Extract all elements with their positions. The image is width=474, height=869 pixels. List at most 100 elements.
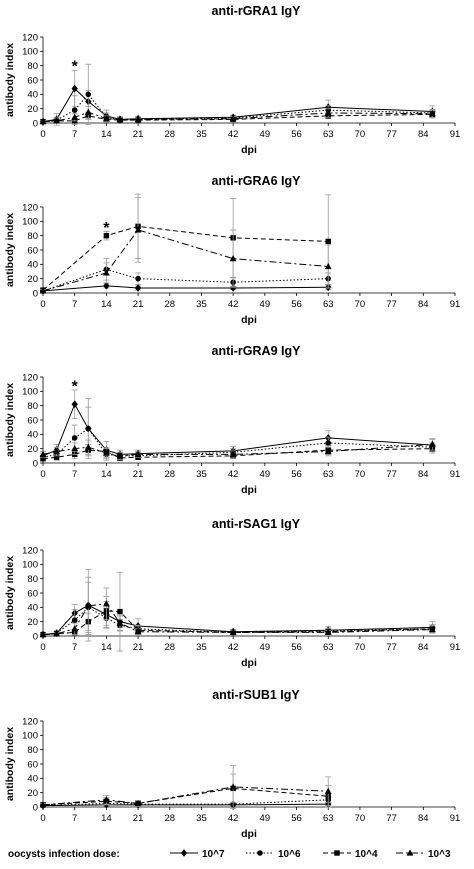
x-tick-label: 0 (40, 299, 45, 310)
y-axis-label: antibody index (4, 43, 16, 117)
chart-panel-3: anti-rGRA9 IgY 0 20 40 60 80 100 120 0 7 14 21 28 35 4… (4, 344, 460, 496)
data-point (39, 450, 47, 457)
series-line (42, 443, 433, 457)
y-tick-label: 80 (27, 574, 38, 585)
y-tick-label: 20 (27, 104, 38, 115)
y-tick-label: 40 (27, 90, 38, 101)
legend-entry: 10^4 (323, 849, 378, 860)
y-tick-label: 0 (33, 802, 38, 813)
legend-label: 10^3 (428, 849, 451, 860)
y-axis-label: antibody index (4, 383, 16, 457)
series-circle (40, 406, 436, 461)
y-tick-label: 120 (22, 32, 38, 43)
x-tick-label: 91 (450, 469, 461, 480)
x-tick-label: 42 (228, 129, 239, 140)
x-tick-label: 56 (291, 129, 302, 140)
series-triangle (39, 197, 332, 294)
y-tick-label: 100 (22, 217, 38, 228)
y-tick-label: 120 (22, 545, 38, 556)
y-tick-label: 40 (27, 260, 38, 271)
y-tick-label: 100 (22, 560, 38, 571)
data-point (324, 109, 332, 116)
legend-entry: 10^6 (246, 849, 301, 860)
x-tick-label: 77 (386, 129, 397, 140)
y-tick-label: 40 (27, 603, 38, 614)
data-point (53, 117, 60, 124)
y-tick-label: 60 (27, 245, 38, 256)
x-tick-label: 7 (72, 642, 77, 653)
x-tick-label: 28 (164, 813, 175, 824)
y-axis-label: antibody index (4, 727, 16, 801)
x-tick-label: 42 (228, 299, 239, 310)
data-point (84, 443, 92, 450)
x-tick-label: 49 (260, 642, 271, 653)
x-tick-label: 0 (40, 813, 45, 824)
data-point (325, 440, 332, 446)
x-tick-label: 35 (196, 299, 207, 310)
x-tick-label: 77 (386, 469, 397, 480)
x-tick-label: 35 (196, 469, 207, 480)
data-point (229, 255, 237, 262)
data-point (53, 630, 60, 637)
series-line (42, 285, 329, 292)
y-tick-label: 0 (33, 118, 38, 129)
series-triangle (39, 765, 332, 809)
x-tick-label: 35 (196, 129, 207, 140)
chart-title: anti-rSUB1 IgY (212, 688, 300, 702)
significance-marker: * (103, 220, 110, 237)
x-tick-label: 84 (418, 642, 429, 653)
series-line (42, 111, 433, 123)
data-point (39, 630, 47, 638)
x-tick-label: 42 (228, 642, 239, 653)
data-point (229, 450, 237, 457)
series-square (40, 193, 332, 293)
chart-panel-5: anti-rSUB1 IgY 0 20 40 60 80 100 120 0 7 14 21 28 35 4… (4, 688, 460, 840)
y-axis-label: antibody index (4, 556, 16, 630)
x-tick-label: 91 (450, 813, 461, 824)
data-point (428, 110, 436, 117)
x-tick-label: 21 (133, 469, 144, 480)
x-tick-label: 70 (355, 129, 366, 140)
data-point (229, 115, 237, 122)
data-point (71, 84, 78, 93)
chart-title: anti-rGRA6 IgY (212, 174, 302, 188)
series-line (42, 87, 433, 123)
x-axis-label: dpi (241, 484, 257, 496)
y-tick-label: 80 (27, 61, 38, 72)
x-axis-label: dpi (241, 314, 257, 326)
y-tick-label: 0 (33, 458, 38, 469)
x-tick-label: 35 (196, 813, 207, 824)
x-tick-label: 56 (291, 813, 302, 824)
data-point (85, 91, 92, 98)
data-point (102, 600, 110, 607)
data-point (102, 269, 110, 276)
data-point (84, 602, 92, 609)
x-tick-label: 0 (40, 642, 45, 653)
chart-panel-1: anti-rGRA1 IgY 0 20 40 60 80 100 120 0 7 14 21 28 35 4… (4, 4, 460, 156)
x-tick-label: 21 (133, 813, 144, 824)
y-tick-label: 80 (27, 231, 38, 242)
series-line (42, 604, 433, 636)
chart-title: anti-rGRA9 IgY (212, 344, 302, 358)
data-point (71, 107, 78, 113)
chart-title: anti-rGRA1 IgY (212, 4, 302, 18)
x-tick-label: 28 (164, 129, 175, 140)
series-line (42, 427, 433, 458)
data-point (134, 799, 142, 807)
data-point (428, 440, 436, 447)
data-point (103, 282, 110, 290)
x-tick-label: 21 (133, 299, 144, 310)
x-tick-label: 21 (133, 129, 144, 140)
y-tick-label: 40 (27, 430, 38, 441)
x-axis-label: dpi (241, 828, 257, 840)
legend-entry: 10^7 (170, 849, 225, 860)
data-point (324, 628, 332, 636)
data-point (428, 625, 436, 633)
y-tick-label: 80 (27, 401, 38, 412)
y-tick-label: 100 (22, 387, 38, 398)
series-square (40, 443, 436, 462)
y-tick-label: 60 (27, 588, 38, 599)
series-triangle (39, 106, 436, 125)
x-tick-label: 14 (101, 469, 112, 480)
data-point (134, 284, 142, 292)
